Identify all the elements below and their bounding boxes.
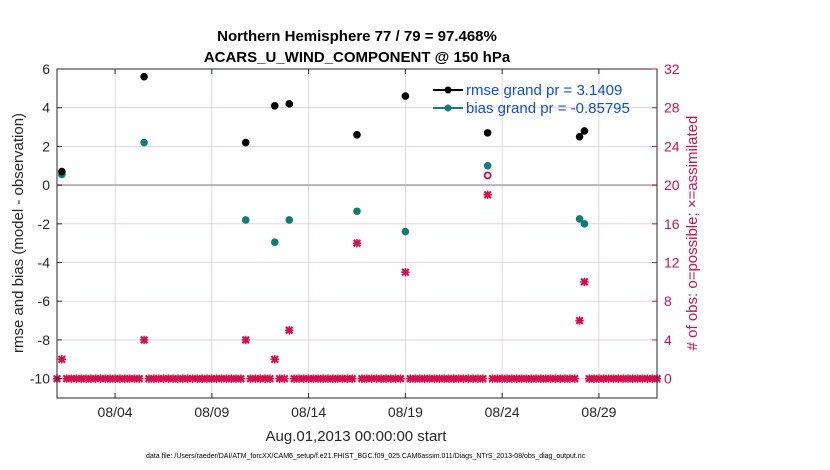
x-axis-label: Aug.01,2013 00:00:00 start: [266, 428, 448, 445]
y-tick-label-right: 28: [664, 100, 680, 116]
y-tick-label-right: 4: [664, 332, 672, 348]
obs-assimilated-mark: [483, 190, 492, 199]
x-tick-label: 08/24: [485, 404, 520, 420]
obs-assimilated-zero-mark: [265, 374, 275, 383]
bias-point: [580, 220, 589, 228]
legend-marker-bias: [444, 104, 452, 112]
obs-assimilated-mark: [285, 326, 294, 335]
plot-area: [57, 69, 657, 398]
y-tick-label-left: -6: [38, 293, 51, 309]
y-tick-label-left: -10: [30, 371, 50, 387]
rmse-point: [285, 100, 294, 108]
legend-label-rmse: rmse grand pr = 3.1409: [466, 82, 622, 99]
obs-assimilated-zero-mark: [396, 374, 405, 383]
y-tick-label-left: -4: [38, 255, 51, 271]
y-tick-label-right: 20: [664, 177, 680, 193]
bias-point: [483, 161, 492, 170]
bias-point: [401, 227, 410, 236]
y-tick-label-left: 4: [42, 100, 50, 116]
data-file-footnote: data file: /Users/raeder/DAI/ATM_forcXX/…: [146, 453, 586, 460]
rmse-point: [270, 101, 279, 110]
legend-label-bias: bias grand pr = -0.85795: [466, 100, 630, 117]
rmse-point: [580, 127, 589, 135]
y-axis-label-right: # of obs: o=possible; ×=assimilated: [684, 116, 701, 351]
obs-assimilated-mark: [270, 355, 279, 364]
bias-point: [285, 216, 294, 224]
rmse-point: [483, 129, 492, 137]
obs-assimilated-mark: [575, 316, 584, 325]
x-tick-label: 08/14: [291, 404, 326, 420]
rmse-point: [241, 138, 250, 147]
rmse-point: [140, 72, 148, 81]
obs-assimilated-zero-mark: [236, 374, 246, 383]
y-axis-label-left: rmse and bias (model - observation): [10, 113, 27, 353]
y-tick-label-right: 8: [664, 293, 672, 309]
rmse-point: [575, 132, 584, 141]
obs-assimilated-mark: [241, 335, 250, 345]
obs-assimilated-mark: [580, 277, 589, 287]
x-ticks: 08/04 08/09 08/14 08/19 08/24 08/29: [98, 69, 617, 420]
bias-point: [140, 138, 148, 147]
obs-assimilated-zero-mark: [478, 374, 488, 383]
y-tick-label-right: 16: [664, 216, 680, 232]
bias-point: [241, 216, 250, 224]
plot-frame: [56, 68, 658, 399]
chart-title-line2: ACARS_U_WIND_COMPONENT @ 150 hPa: [204, 49, 511, 66]
bias-point: [353, 207, 361, 216]
rmse-point: [353, 131, 361, 139]
data-marks: [52, 72, 662, 383]
obs-assimilated-mark: [57, 355, 67, 364]
obs-assimilated-zero-mark: [135, 374, 144, 383]
x-tick-label: 08/29: [581, 404, 616, 420]
rmse-point: [401, 92, 410, 100]
obs-assimilated-zero-mark: [280, 374, 289, 383]
obs-assimilated-zero-mark: [570, 374, 579, 383]
bias-point: [575, 215, 584, 223]
y-tick-label-left: 6: [42, 61, 50, 77]
obs-assimilated-mark: [352, 238, 362, 248]
x-tick-label: 08/19: [388, 404, 423, 420]
obs-assimilated-zero-mark: [347, 374, 357, 383]
y-tick-label-right: 12: [664, 255, 680, 271]
y-ticks-left: 6 4 2 0 -2 -4 -6 -8 -10: [30, 61, 62, 387]
y-tick-label-right: 32: [664, 61, 680, 77]
obs-assimilated-mark: [139, 335, 149, 345]
rmse-point: [58, 167, 66, 176]
y-tick-label-right: 24: [664, 138, 680, 154]
legend: rmse grand pr = 3.1409 bias grand pr = -…: [433, 82, 630, 117]
y-tick-label-left: 0: [42, 177, 50, 193]
bias-point: [270, 238, 279, 247]
obs-possible-mark: [483, 171, 492, 180]
y-tick-label-left: 2: [42, 138, 50, 154]
y-tick-label-left: -8: [38, 332, 51, 348]
x-tick-label: 08/09: [194, 404, 229, 420]
y-tick-label-left: -2: [38, 216, 51, 232]
y-ticks-right: 32 28 24 20 16 12 8 4 0: [652, 61, 680, 387]
x-tick-label: 08/04: [98, 404, 133, 420]
obs-assimilated-mark: [401, 268, 410, 277]
legend-marker-rmse: [444, 86, 452, 94]
chart-title-line1: Northern Hemisphere 77 / 79 = 97.468%: [217, 28, 497, 45]
y-tick-label-right: 0: [664, 371, 672, 387]
